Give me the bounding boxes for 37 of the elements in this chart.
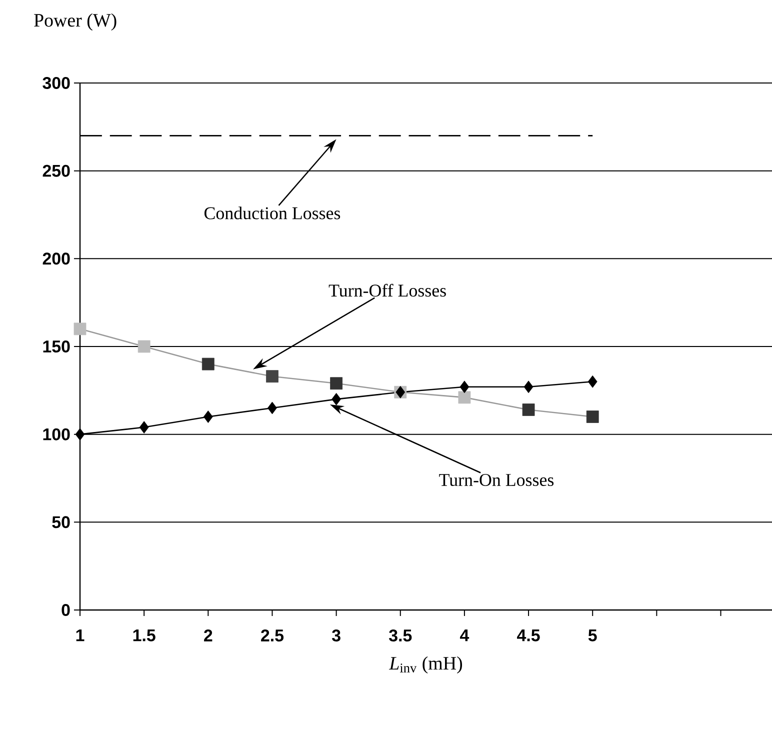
- x-tick-label: 1: [76, 630, 84, 642]
- y-tick-label: 250: [42, 164, 70, 177]
- annotation: Conduction Losses: [204, 206, 340, 220]
- y-tick-label: 200: [42, 252, 70, 265]
- point: [588, 375, 598, 388]
- point: [138, 340, 150, 353]
- x-tick-label: 3: [332, 630, 340, 642]
- x-tick-label: 4: [460, 630, 470, 642]
- point: [332, 392, 342, 406]
- y-tick-label: 50: [52, 516, 70, 528]
- x-axis-title: L$_{inv}$ (mH): [388, 656, 462, 674]
- point: [139, 421, 149, 434]
- point: [203, 410, 213, 423]
- point: [74, 322, 86, 336]
- point: [268, 402, 277, 414]
- x-tick-label: 2: [204, 630, 212, 642]
- point: [458, 391, 471, 404]
- x-tick-label: 4.5: [517, 630, 540, 642]
- point: [75, 428, 85, 441]
- point: [522, 404, 535, 416]
- point: [524, 380, 534, 394]
- y-tick-label: 100: [43, 428, 70, 440]
- point: [586, 410, 599, 423]
- y-tick-label: 150: [43, 340, 70, 352]
- x-tick-label: 5: [588, 630, 597, 642]
- y-tick-label: 0: [62, 604, 70, 616]
- annotation: Turn-On Losses: [439, 474, 554, 486]
- y-axis-title: Power (W): [34, 13, 116, 31]
- x-tick-label: 2.5: [261, 630, 284, 642]
- point: [266, 370, 278, 383]
- point: [460, 380, 470, 394]
- x-tick-label: 1.5: [133, 630, 156, 642]
- point: [202, 358, 214, 370]
- annotation: Turn-Off Losses: [328, 284, 446, 297]
- point: [330, 377, 343, 390]
- y-tick-label: 300: [42, 76, 70, 89]
- x-tick-label: 3.5: [389, 630, 412, 642]
